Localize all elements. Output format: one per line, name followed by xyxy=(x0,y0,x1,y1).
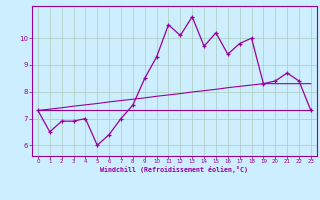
X-axis label: Windchill (Refroidissement éolien,°C): Windchill (Refroidissement éolien,°C) xyxy=(100,166,248,173)
